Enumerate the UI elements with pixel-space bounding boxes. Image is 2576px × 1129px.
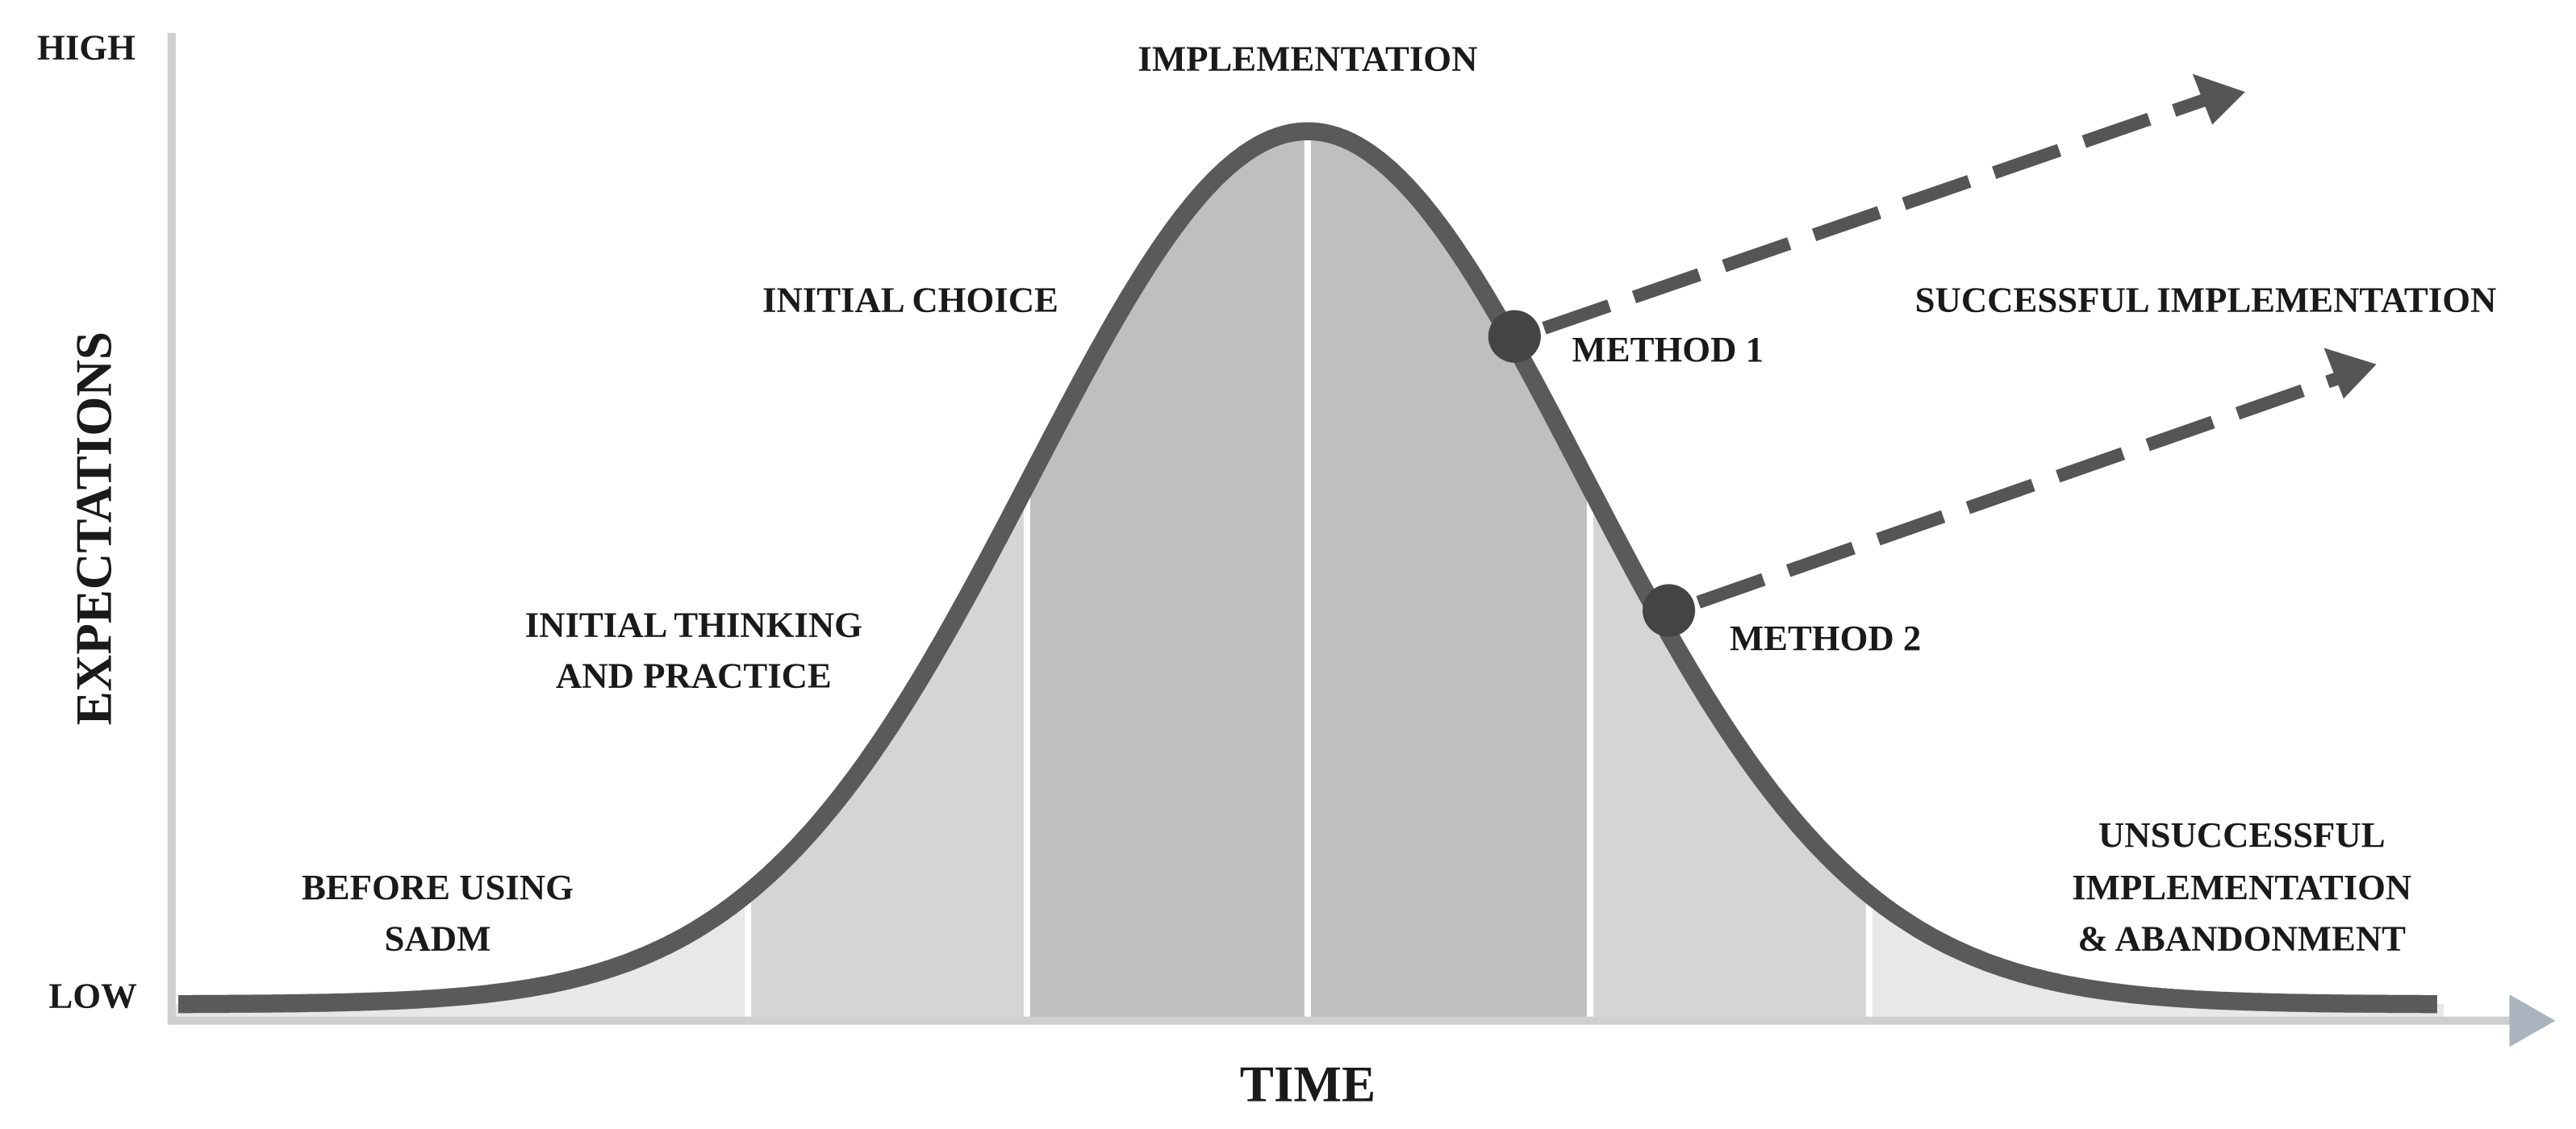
y-axis-title: EXPECTATIONS [66, 331, 123, 725]
stage-label: BEFORE USING [302, 867, 574, 907]
stage-label: IMPLEMENTATION [1138, 39, 1477, 79]
bell-curve [177, 122, 2437, 1014]
method-1-arrow [1542, 92, 2211, 335]
outcome-label: IMPLEMENTATION [2072, 867, 2411, 907]
y-high-label: HIGH [37, 27, 136, 67]
outcome-label: UNSUCCESSFUL [2098, 814, 2386, 855]
arrow-head [2323, 348, 2377, 399]
stage-label: INITIAL THINKING [525, 605, 862, 645]
x-axis-arrow [2509, 994, 2556, 1048]
stage-dividers [744, 131, 1873, 1018]
method-arrows [1542, 92, 2343, 609]
curve-group [177, 122, 2437, 1014]
outcome-label: SUCCESSFUL IMPLEMENTATION [1915, 280, 2497, 320]
method-label: METHOD 1 [1572, 329, 1764, 369]
stage-area [1307, 131, 1590, 1018]
y-low-label: LOW [48, 976, 137, 1016]
method-1-dot [1488, 310, 1541, 363]
method-label: METHOD 2 [1730, 618, 1921, 658]
stage-area [1026, 131, 1308, 1018]
stage-label: SADM [385, 918, 491, 958]
x-axis-title: TIME [1240, 1056, 1376, 1113]
outcome-label: & ABANDONMENT [2078, 918, 2407, 958]
stage-label: AND PRACTICE [556, 656, 832, 696]
method-2-arrow [1696, 371, 2343, 609]
stage-label: INITIAL CHOICE [762, 280, 1058, 320]
arrow-head [2192, 73, 2245, 125]
stage-area [171, 893, 749, 1018]
method-2-dot [1643, 584, 1696, 637]
stage-area [1868, 894, 2444, 1018]
